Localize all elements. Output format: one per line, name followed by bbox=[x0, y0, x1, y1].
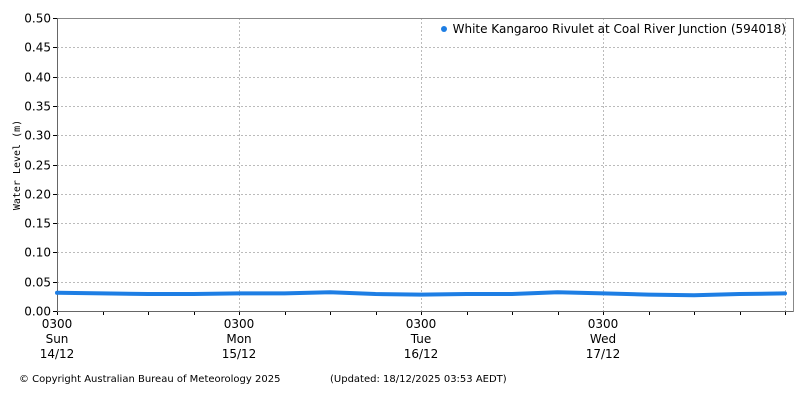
y-tick-label: 0.05 bbox=[24, 276, 51, 290]
x-tick-label: 0300 bbox=[406, 317, 437, 331]
y-tick-label: 0.30 bbox=[24, 129, 51, 143]
x-tick-label: Mon bbox=[226, 332, 251, 346]
x-tick-label: 0300 bbox=[224, 317, 255, 331]
y-tick-label: 0.15 bbox=[24, 217, 51, 231]
x-tick-label: Tue bbox=[410, 332, 432, 346]
legend-marker-icon bbox=[440, 26, 447, 32]
x-tick-label: Sun bbox=[46, 332, 69, 346]
y-tick-label: 0.10 bbox=[24, 246, 51, 260]
copyright-text: © Copyright Australian Bureau of Meteoro… bbox=[19, 374, 281, 385]
y-tick-label: 0.00 bbox=[24, 305, 51, 319]
legend: White Kangaroo Rivulet at Coal River Jun… bbox=[440, 22, 786, 36]
series-line bbox=[55, 290, 787, 298]
x-tick-label: 14/12 bbox=[40, 347, 75, 361]
x-tick-label: 0300 bbox=[588, 317, 619, 331]
y-tick-label: 0.40 bbox=[24, 71, 51, 85]
y-tick-label: 0.20 bbox=[24, 188, 51, 202]
x-tick-label: 15/12 bbox=[222, 347, 257, 361]
legend-label: White Kangaroo Rivulet at Coal River Jun… bbox=[452, 22, 786, 36]
x-tick-label: 0300 bbox=[42, 317, 73, 331]
x-tick-label: 16/12 bbox=[404, 347, 439, 361]
y-axis-title: Water Level (m) bbox=[12, 120, 23, 210]
y-tick-label: 0.45 bbox=[24, 41, 51, 55]
y-tick-label: 0.50 bbox=[24, 12, 51, 26]
x-tick-label: Wed bbox=[590, 332, 616, 346]
y-tick-label: 0.25 bbox=[24, 159, 51, 173]
updated-timestamp: (Updated: 18/12/2025 03:53 AEDT) bbox=[330, 374, 507, 385]
y-tick-label: 0.35 bbox=[24, 100, 51, 114]
x-tick-label: 17/12 bbox=[586, 347, 621, 361]
